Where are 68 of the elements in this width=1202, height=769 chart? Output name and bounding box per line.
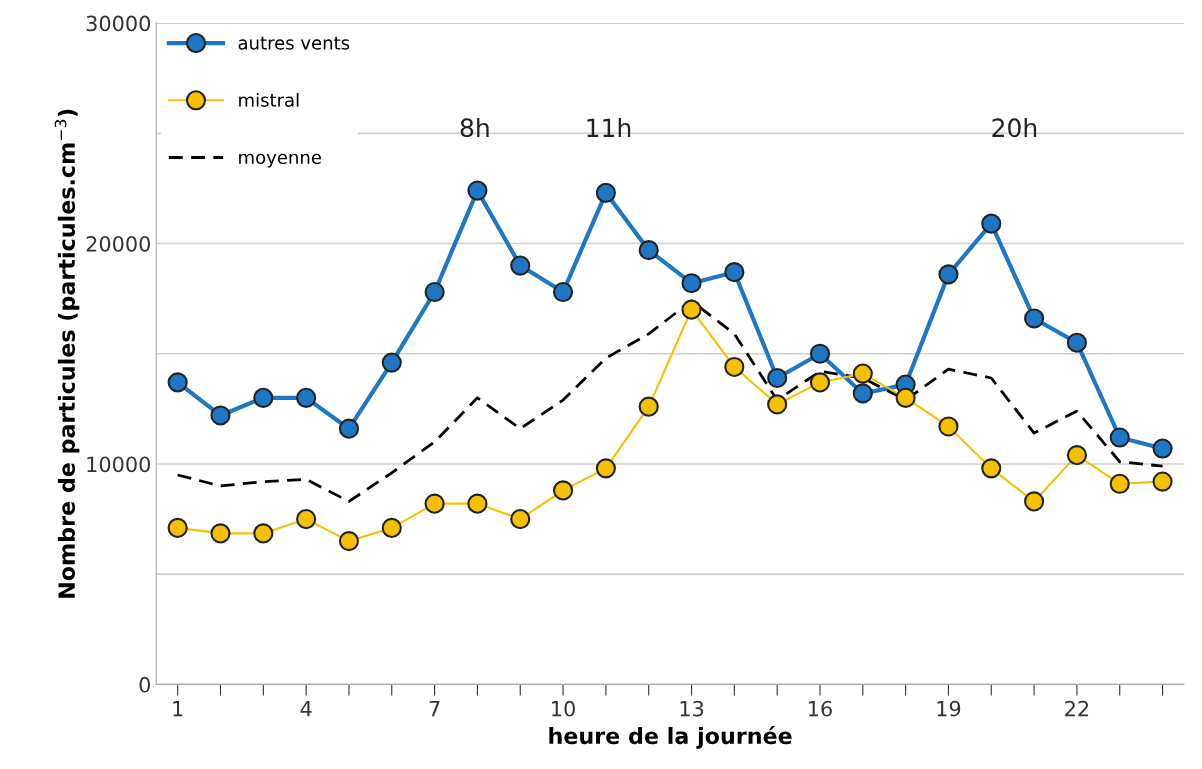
point — [1066, 332, 1087, 353]
point — [552, 480, 574, 501]
x-tick-label: 7 — [429, 701, 440, 717]
point — [809, 372, 831, 393]
legend-label: mistral — [239, 92, 299, 107]
point — [938, 264, 959, 285]
point — [724, 356, 745, 378]
point — [167, 372, 188, 393]
point — [510, 255, 531, 276]
annotation: 8h — [460, 117, 489, 138]
point — [852, 383, 873, 404]
point — [510, 509, 531, 530]
point — [1109, 427, 1130, 448]
y-tick-label: 30000 — [86, 15, 151, 32]
x-tick-label: 1 — [173, 701, 183, 717]
point — [681, 273, 702, 294]
x-tick-label: 4 — [300, 701, 312, 717]
point — [981, 458, 1002, 479]
point — [338, 418, 360, 439]
x-axis-title: heure de la journée — [549, 726, 792, 749]
point — [253, 387, 274, 408]
point — [638, 240, 659, 261]
point — [296, 387, 317, 408]
point — [638, 396, 659, 417]
point — [1024, 308, 1045, 329]
point — [767, 394, 788, 415]
point — [1152, 438, 1173, 459]
y-tick-label: 10000 — [87, 456, 151, 473]
x-tick-label: 16 — [809, 700, 832, 717]
point — [1152, 471, 1173, 492]
point — [467, 493, 488, 514]
point — [767, 367, 788, 389]
point — [424, 493, 445, 514]
point — [381, 517, 402, 538]
point — [895, 387, 916, 408]
point — [467, 180, 488, 201]
x-tick-label: 13 — [680, 700, 704, 717]
point — [210, 405, 231, 426]
point — [167, 517, 188, 538]
point — [296, 509, 317, 530]
point — [852, 363, 873, 384]
point — [981, 213, 1002, 234]
point — [938, 416, 959, 437]
point — [724, 262, 745, 283]
y-axis-title: Nombre de particules (particules.cm$^{−3}$) — [54, 109, 80, 598]
x-tick-label: 22 — [1065, 700, 1089, 717]
annotation: 11h — [587, 117, 631, 137]
point — [424, 281, 445, 303]
legend-label: moyenne — [239, 153, 321, 168]
point — [1024, 491, 1045, 512]
point — [809, 343, 831, 364]
point — [1066, 445, 1087, 466]
x-tick-label: 19 — [937, 700, 961, 717]
point — [338, 531, 360, 552]
point — [253, 523, 274, 544]
line-series — [176, 299, 1164, 503]
point — [595, 458, 616, 479]
point — [381, 352, 402, 373]
x-tick-label: 10 — [552, 700, 575, 717]
point — [1109, 473, 1130, 494]
y-tick-label: 0 — [139, 676, 151, 693]
point — [681, 299, 702, 320]
legend-label: autres vents — [238, 36, 350, 50]
point — [595, 182, 616, 203]
annotation: 20h — [992, 117, 1037, 138]
point — [210, 523, 231, 544]
point — [552, 281, 574, 303]
y-tick-label: 20000 — [86, 235, 151, 252]
